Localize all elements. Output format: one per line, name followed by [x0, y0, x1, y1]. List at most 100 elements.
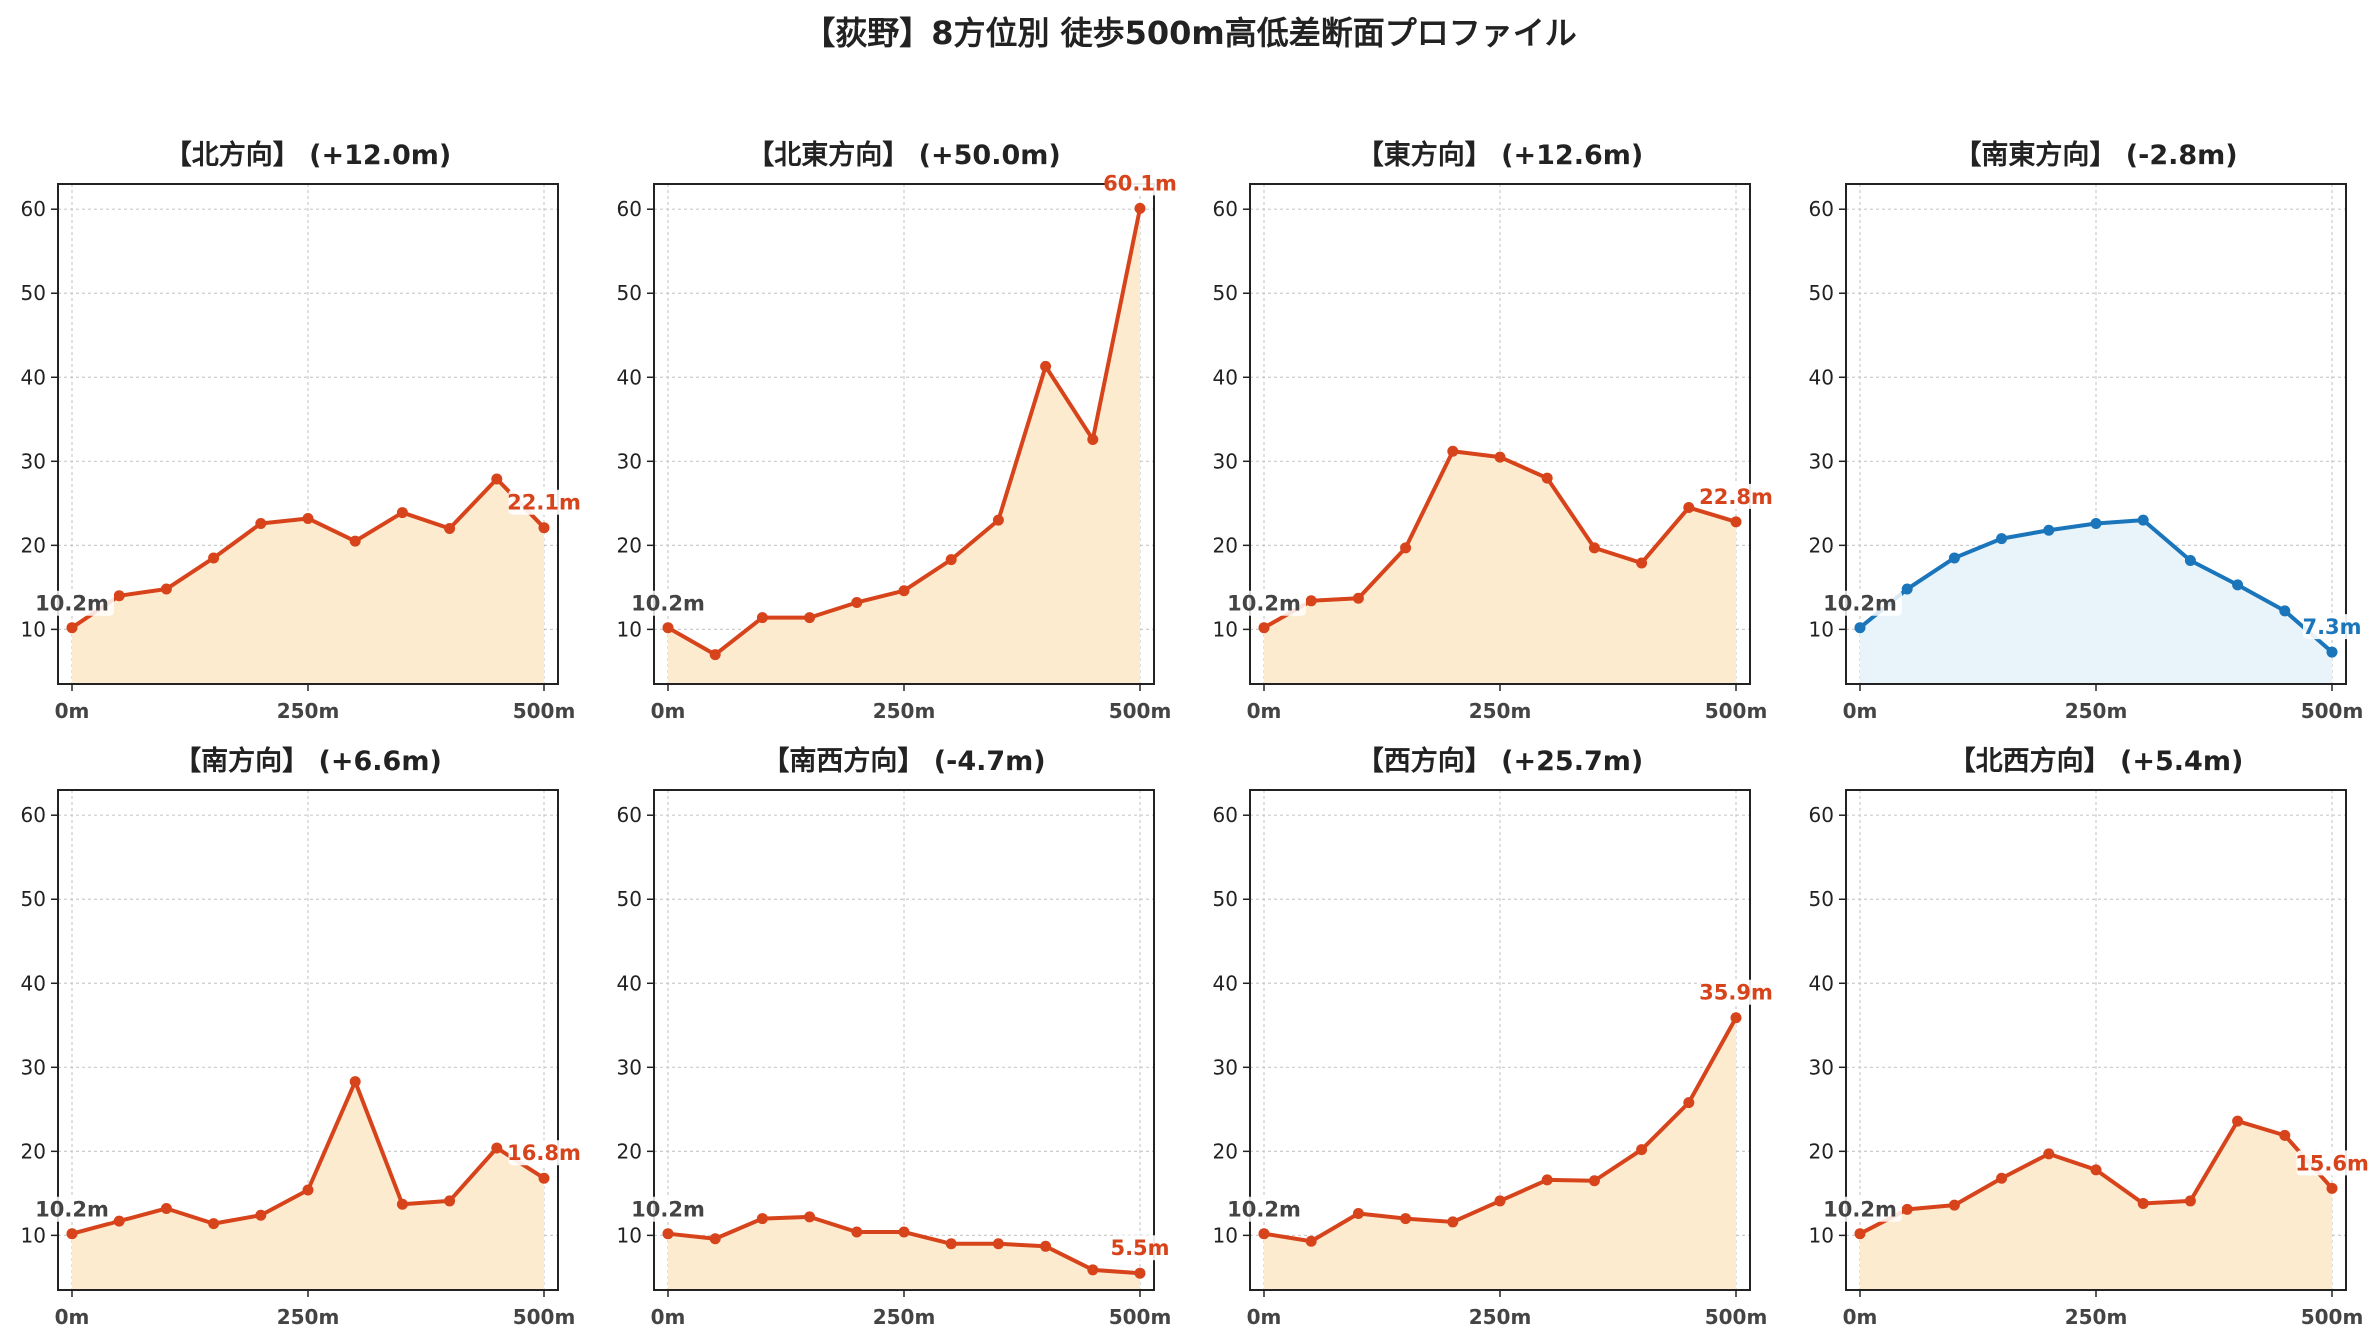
- x-tick-label: 500m: [2301, 699, 2364, 723]
- data-point: [113, 1215, 125, 1227]
- y-tick-label: 60: [1213, 197, 1238, 221]
- data-point: [1541, 1174, 1553, 1186]
- end-label: 35.9m: [1699, 981, 1773, 1005]
- data-point: [1087, 433, 1099, 445]
- x-tick-label: 500m: [1109, 699, 1172, 723]
- data-point: [1447, 1216, 1459, 1228]
- y-tick-label: 40: [1809, 971, 1834, 995]
- y-tick-label: 10: [1213, 617, 1238, 641]
- x-tick-label: 250m: [873, 699, 936, 723]
- data-point: [444, 523, 456, 535]
- y-tick-label: 30: [1213, 1055, 1238, 1079]
- data-point: [662, 622, 674, 634]
- y-tick-label: 20: [1809, 533, 1834, 557]
- data-point: [208, 1218, 220, 1230]
- y-tick-label: 10: [21, 1223, 46, 1247]
- data-point: [113, 590, 125, 602]
- y-tick-label: 30: [21, 1055, 46, 1079]
- data-point: [2326, 646, 2338, 658]
- data-point: [1134, 1267, 1146, 1279]
- data-point: [2137, 514, 2149, 526]
- data-point: [1948, 1199, 1960, 1211]
- end-label-bg: [1700, 979, 1772, 1005]
- y-tick-label: 20: [1809, 1139, 1834, 1163]
- data-point: [1134, 202, 1146, 214]
- panel: 【北方向】 (+12.0m) 10 20 30 40 50 60 0m 250m 500m 10.2…: [21, 139, 581, 723]
- x-tick-label: 500m: [1705, 699, 1768, 723]
- end-label: 16.8m: [507, 1141, 581, 1165]
- area-fill: [1264, 451, 1736, 684]
- data-point: [1683, 1097, 1695, 1109]
- start-label-bg: [648, 1196, 710, 1222]
- data-point: [1400, 542, 1412, 554]
- data-point: [2279, 1129, 2291, 1141]
- y-tick-label: 10: [21, 617, 46, 641]
- data-point: [1854, 1228, 1866, 1240]
- data-point: [1494, 1195, 1506, 1207]
- figure-title: 【荻野】8方位別 徒歩500m高低差断面プロファイル: [803, 14, 1577, 52]
- start-label-bg: [648, 590, 710, 616]
- data-point: [2184, 1195, 2196, 1207]
- start-label: 10.2m: [631, 1198, 705, 1222]
- x-tick-label: 0m: [1247, 699, 1282, 723]
- y-tick-label: 40: [21, 971, 46, 995]
- y-tick-label: 10: [1809, 1223, 1834, 1247]
- x-tick-label: 250m: [2065, 699, 2128, 723]
- data-point: [396, 1198, 408, 1210]
- panel-title: 【南西方向】 (-4.7m): [762, 745, 1045, 777]
- x-tick-label: 0m: [651, 1305, 686, 1329]
- data-point: [1400, 1213, 1412, 1225]
- data-point: [662, 1228, 674, 1240]
- data-point: [255, 517, 267, 529]
- data-point: [302, 512, 314, 524]
- data-point: [1494, 451, 1506, 463]
- y-tick-label: 30: [1213, 449, 1238, 473]
- end-label-bg: [1700, 483, 1772, 509]
- x-tick-label: 250m: [873, 1305, 936, 1329]
- x-tick-label: 500m: [513, 1305, 576, 1329]
- y-tick-label: 20: [617, 533, 642, 557]
- data-point: [2279, 605, 2291, 617]
- area-fill: [668, 1216, 1140, 1290]
- data-point: [709, 649, 721, 661]
- start-label: 10.2m: [35, 592, 109, 616]
- y-tick-label: 30: [617, 449, 642, 473]
- y-tick-label: 60: [21, 803, 46, 827]
- data-point: [66, 622, 78, 634]
- data-point: [1588, 1175, 1600, 1187]
- x-tick-label: 250m: [277, 1305, 340, 1329]
- data-point: [756, 1213, 768, 1225]
- area-fill: [72, 478, 544, 684]
- data-point: [538, 1172, 550, 1184]
- data-point: [2184, 554, 2196, 566]
- y-tick-label: 60: [1809, 197, 1834, 221]
- y-tick-label: 30: [617, 1055, 642, 1079]
- x-tick-label: 250m: [1469, 699, 1532, 723]
- panel-title: 【北方向】 (+12.0m): [165, 139, 451, 171]
- end-label: 7.3m: [2302, 615, 2361, 639]
- panel-title: 【西方向】 (+25.7m): [1357, 745, 1643, 777]
- end-label-bg: [2303, 614, 2361, 640]
- data-point: [2326, 1182, 2338, 1194]
- data-point: [992, 1238, 1004, 1250]
- start-label-bg: [1244, 590, 1306, 616]
- panel: 【南東方向】 (-2.8m) 10 20 30 40 50 60 0m 250m 500m 10.2…: [1809, 139, 2364, 723]
- data-point: [302, 1184, 314, 1196]
- data-point: [491, 473, 503, 485]
- x-tick-label: 0m: [55, 699, 90, 723]
- data-point: [851, 1226, 863, 1238]
- y-tick-label: 40: [1213, 365, 1238, 389]
- y-tick-label: 10: [1809, 617, 1834, 641]
- data-point: [2043, 1148, 2055, 1160]
- start-label-bg: [1244, 1196, 1306, 1222]
- panel: 【北東方向】 (+50.0m) 10 20 30 40 50 60 0m 250m 500m 10.…: [617, 139, 1177, 723]
- start-label-bg: [1840, 590, 1902, 616]
- area-fill: [1264, 1017, 1736, 1290]
- y-tick-label: 30: [1809, 449, 1834, 473]
- data-point: [2090, 517, 2102, 529]
- y-tick-label: 10: [617, 1223, 642, 1247]
- data-point: [1352, 592, 1364, 604]
- panel: 【南方向】 (+6.6m) 10 20 30 40 50 60 0m 250m 500m 10.2m…: [21, 745, 581, 1329]
- start-label: 10.2m: [631, 592, 705, 616]
